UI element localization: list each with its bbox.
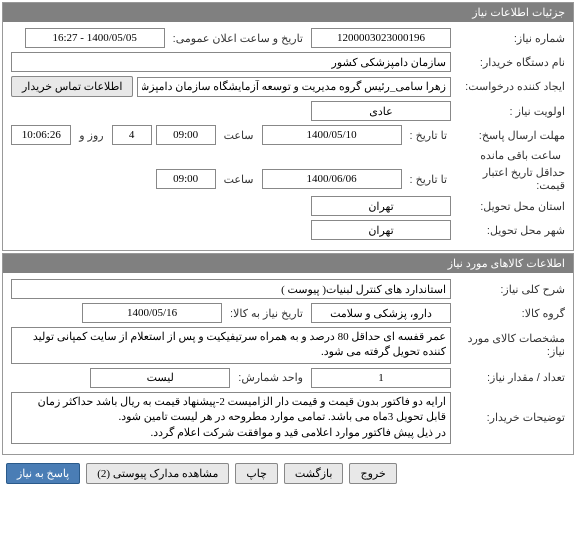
announce-date-label: تاریخ و ساعت اعلان عمومی: — [169, 32, 307, 45]
response-date-field[interactable] — [262, 125, 402, 145]
announce-date-field[interactable] — [25, 28, 165, 48]
unit-field[interactable] — [90, 368, 230, 388]
price-to-date-label: تا تاریخ : — [406, 173, 451, 186]
need-title-field[interactable] — [11, 279, 451, 299]
print-button[interactable]: چاپ — [235, 463, 278, 484]
goods-group-label: گروه کالا: — [455, 307, 565, 320]
row-quantity: تعداد / مقدار نیاز: واحد شمارش: — [11, 368, 565, 388]
response-days-field — [112, 125, 152, 145]
need-date-field[interactable] — [82, 303, 222, 323]
need-title-label: شرح کلی نیاز: — [455, 283, 565, 296]
price-time-label: ساعت — [220, 173, 258, 186]
price-date-field[interactable] — [262, 169, 402, 189]
row-priority: اولویت نیاز : — [11, 101, 565, 121]
attachments-button[interactable]: مشاهده مدارک پیوستی (2) — [86, 463, 229, 484]
response-time-label: ساعت — [220, 129, 258, 142]
need-details-body: شماره نیاز: تاریخ و ساعت اعلان عمومی: نا… — [3, 22, 573, 250]
need-number-label: شماره نیاز: — [455, 32, 565, 45]
exit-button[interactable]: خروج — [349, 463, 396, 484]
row-buyer-org: نام دستگاه خریدار: — [11, 52, 565, 72]
delivery-province-field[interactable] — [311, 196, 451, 216]
price-time-field[interactable] — [156, 169, 216, 189]
row-need-title: شرح کلی نیاز: — [11, 279, 565, 299]
back-button[interactable]: بازگشت — [284, 463, 344, 484]
goods-info-body: شرح کلی نیاز: گروه کالا: تاریخ نیاز به ک… — [3, 273, 573, 454]
buyer-desc-field[interactable] — [11, 392, 451, 444]
row-need-number: شماره نیاز: تاریخ و ساعت اعلان عمومی: — [11, 28, 565, 48]
buyer-org-field[interactable] — [11, 52, 451, 72]
priority-label: اولویت نیاز : — [455, 105, 565, 118]
quantity-label: تعداد / مقدار نیاز: — [455, 371, 565, 384]
row-buyer-desc: توضیحات خریدار: — [11, 392, 565, 444]
delivery-city-label: شهر محل تحویل: — [455, 224, 565, 237]
requester-label: ایجاد کننده درخواست: — [455, 80, 565, 93]
response-countdown-field — [11, 125, 71, 145]
priority-field[interactable] — [311, 101, 451, 121]
response-deadline-label: مهلت ارسال پاسخ: — [455, 129, 565, 142]
price-validity-label: حداقل تاریخ اعتبار قیمت: — [455, 166, 565, 192]
row-goods-spec: مشخصات کالای مورد نیاز: — [11, 327, 565, 364]
need-number-field[interactable] — [311, 28, 451, 48]
row-price-validity: حداقل تاریخ اعتبار قیمت: تا تاریخ : ساعت — [11, 166, 565, 192]
buyer-contact-button[interactable]: اطلاعات تماس خریدار — [11, 76, 133, 97]
goods-info-header: اطلاعات کالاهای مورد نیاز — [3, 254, 573, 273]
need-details-header: جزئیات اطلاعات نیاز — [3, 3, 573, 22]
delivery-city-field[interactable] — [311, 220, 451, 240]
requester-field[interactable] — [137, 77, 451, 97]
goods-spec-field[interactable] — [11, 327, 451, 364]
row-response-deadline: مهلت ارسال پاسخ: تا تاریخ : ساعت روز و س… — [11, 125, 565, 162]
row-delivery-province: استان محل تحویل: — [11, 196, 565, 216]
footer-buttons: پاسخ به نیاز مشاهده مدارک پیوستی (2) چاپ… — [0, 457, 576, 490]
row-goods-group: گروه کالا: تاریخ نیاز به کالا: — [11, 303, 565, 323]
need-date-label: تاریخ نیاز به کالا: — [226, 307, 307, 320]
buyer-org-label: نام دستگاه خریدار: — [455, 56, 565, 69]
response-days-label: روز و — [75, 129, 107, 142]
reply-button[interactable]: پاسخ به نیاز — [6, 463, 80, 484]
goods-group-field[interactable] — [311, 303, 451, 323]
need-details-panel: جزئیات اطلاعات نیاز شماره نیاز: تاریخ و … — [2, 2, 574, 251]
delivery-province-label: استان محل تحویل: — [455, 200, 565, 213]
response-remaining-label: ساعت باقی مانده — [476, 149, 565, 162]
goods-info-panel: اطلاعات کالاهای مورد نیاز شرح کلی نیاز: … — [2, 253, 574, 455]
response-to-date-label: تا تاریخ : — [406, 129, 451, 142]
quantity-field[interactable] — [311, 368, 451, 388]
unit-label: واحد شمارش: — [234, 371, 307, 384]
response-time-field[interactable] — [156, 125, 216, 145]
row-requester: ایجاد کننده درخواست: اطلاعات تماس خریدار — [11, 76, 565, 97]
buyer-desc-label: توضیحات خریدار: — [455, 411, 565, 424]
row-delivery-city: شهر محل تحویل: — [11, 220, 565, 240]
goods-spec-label: مشخصات کالای مورد نیاز: — [455, 332, 565, 358]
